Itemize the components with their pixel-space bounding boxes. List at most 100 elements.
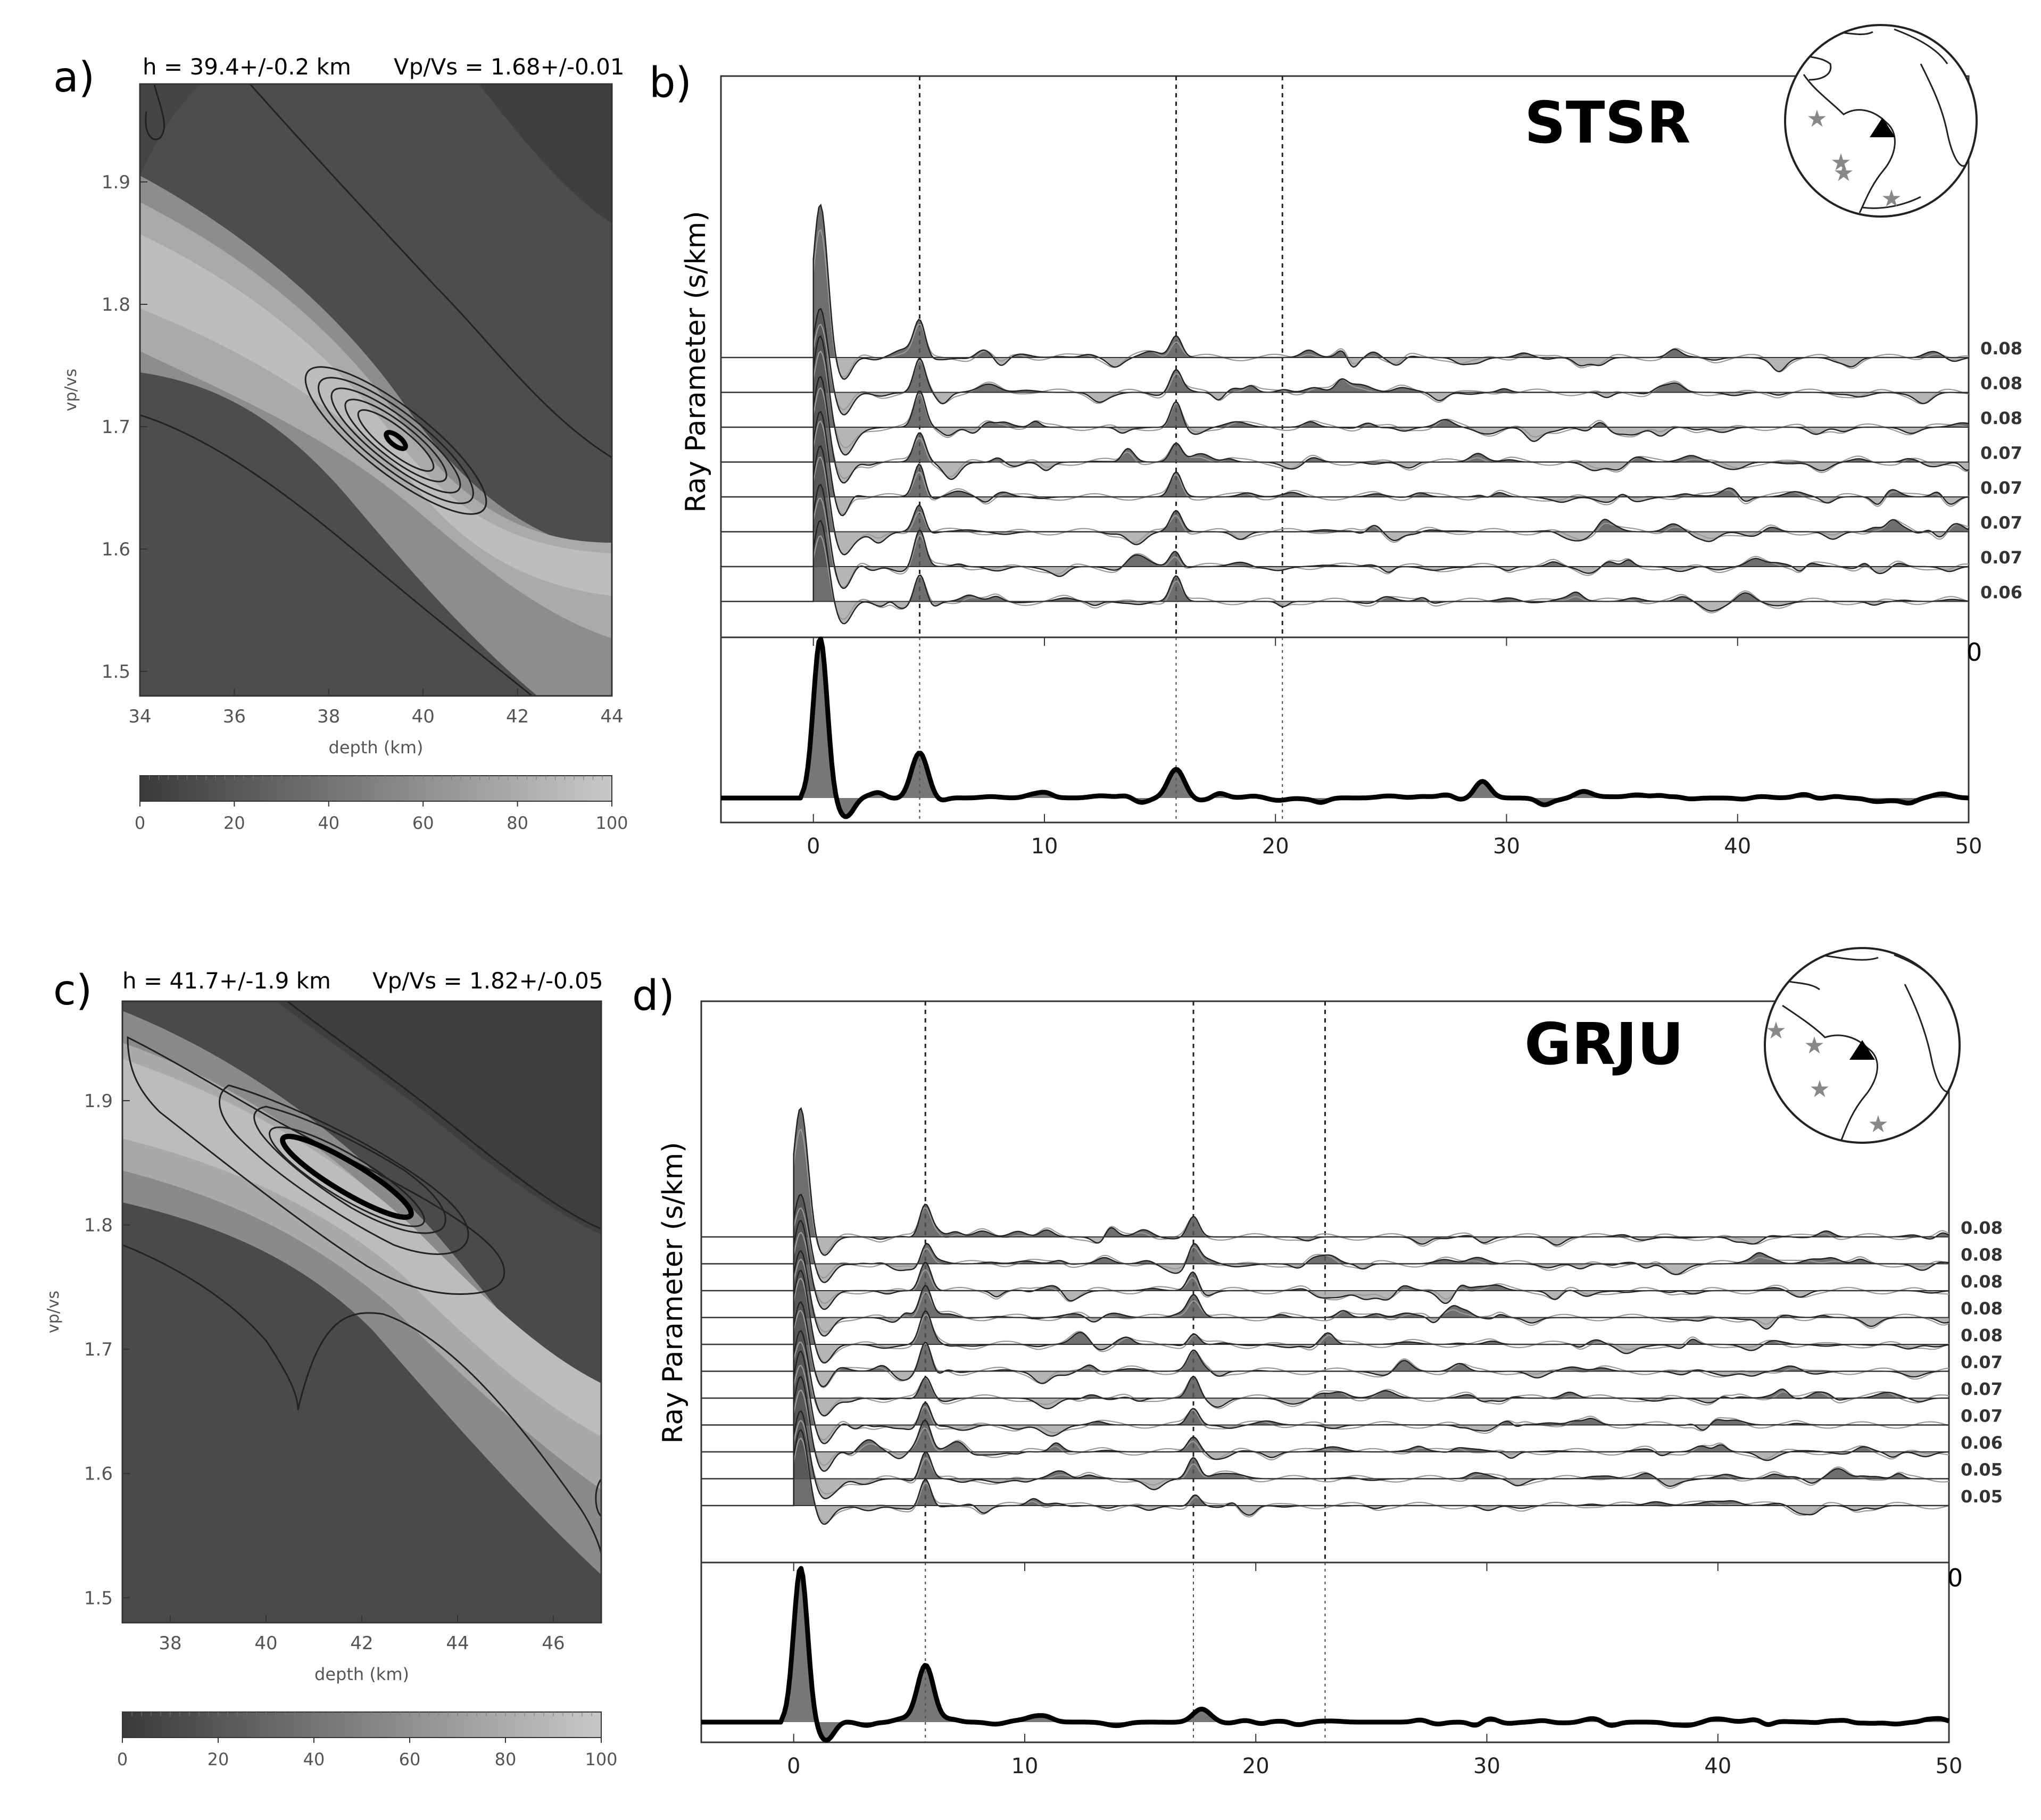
axes-c: 38 40 42 44 46 1.5 1.6 1.7 1.8 1.9 depth (km) vp/vs (44, 1091, 565, 1684)
y-tick-label: 1.5 (102, 661, 130, 683)
x-tick-label: 40 (1724, 834, 1751, 859)
secondary-trace (812, 497, 1969, 588)
event-star: ★ (1806, 105, 1827, 132)
negative-amplitude-fill (701, 1237, 1949, 1256)
axes-a: 34 36 38 40 42 44 1.5 1.6 1.7 1.8 1.9 depth (km) vp/… (62, 172, 624, 758)
stack-trace (720, 636, 1969, 819)
negative-amplitude-fill (721, 497, 1969, 516)
ray-parameter-label: 0.08 (1980, 373, 2022, 394)
panel-letter-b: b) (649, 59, 692, 107)
negative-amplitude-fill (721, 462, 1969, 483)
positive-amplitude-fill (721, 205, 1969, 358)
continent-outline (1782, 1004, 1878, 1142)
location-globe-b: ★ ★ ★ ★ (1784, 24, 1978, 218)
axes-d: 0 10 20 30 40 50 (787, 1563, 1962, 1779)
receiver-function-trace (721, 203, 1969, 380)
event-star: ★ (1809, 1076, 1830, 1103)
colorbar-tick-label: 60 (412, 813, 434, 833)
station-triangle (1870, 118, 1895, 137)
colorbar-tick-label: 80 (495, 1749, 517, 1769)
negative-amplitude-fill (701, 1291, 1949, 1309)
x-tick-label: 44 (446, 1633, 469, 1654)
secondary-trace (812, 323, 1969, 410)
ray-parameter-label: 0.06 (1961, 1433, 2003, 1453)
hk-contours-c (122, 1001, 601, 1554)
y-axis-title: vp/vs (44, 1291, 63, 1333)
top-axis-partial-tick: 0 (1967, 638, 1982, 667)
receiver-function-trace (701, 1193, 1949, 1283)
y-tick-label: 1.6 (102, 539, 130, 560)
negative-amplitude-fill (701, 1317, 1949, 1336)
secondary-trace (793, 1258, 1949, 1333)
ray-parameter-label: 0.07 (1980, 478, 2022, 498)
x-tick-label: 42 (506, 706, 529, 727)
continent-outline (1904, 984, 1954, 1093)
axes-frame-a (139, 83, 613, 697)
continent-outline (1920, 63, 1970, 167)
negative-amplitude-fill (721, 567, 1969, 588)
panel-a: a) h = 39.4+/-0.2 km Vp/Vs = 1.68+/-0.01 (53, 54, 628, 833)
vpvs-estimate-label: Vp/Vs = 1.82+/-0.05 (372, 968, 603, 994)
ray-parameter-label: 0.07 (1980, 443, 2022, 463)
y-tick-label: 1.5 (84, 1588, 113, 1609)
ray-parameter-label: 0.08 (1980, 338, 2022, 359)
y-tick-label: 1.6 (84, 1464, 113, 1485)
depth-estimate-label: h = 41.7+/-1.9 km (122, 968, 331, 994)
colorbar-a: 0 20 40 60 80 100 (135, 775, 628, 833)
hk-stack-image-c (122, 1001, 601, 1623)
colorbar-tick-label: 40 (303, 1749, 325, 1769)
axes-b: 0 10 20 30 40 50 (807, 637, 1982, 859)
secondary-trace (793, 1365, 1949, 1441)
stack-fill (721, 639, 1969, 817)
colorbar-tick-label: 40 (318, 813, 339, 833)
station-name: STSR (1524, 90, 1690, 156)
continent-outline (1862, 196, 1921, 209)
secondary-trace (812, 350, 1969, 448)
ray-parameter-label: 0.07 (1961, 1352, 2003, 1373)
ray-parameter-label: 0.07 (1980, 513, 2022, 533)
y-tick-label: 1.9 (102, 172, 130, 193)
depth-estimate-label: h = 39.4+/-0.2 km (143, 54, 351, 80)
x-tick-label: 50 (1955, 834, 1982, 859)
panel-letter-a: a) (53, 54, 95, 102)
ray-parameter-label: 0.08 (1961, 1245, 2003, 1265)
secondary-trace (793, 1207, 1949, 1278)
top-axis-partial-tick: 0 (1947, 1564, 1963, 1592)
hk-contours-a (140, 84, 612, 696)
x-tick-label: 42 (350, 1633, 373, 1654)
secondary-trace (793, 1310, 1949, 1389)
continent-outline (1803, 74, 1896, 213)
colorbar-tick-label: 100 (595, 813, 628, 833)
colorbar-tick-label: 0 (135, 813, 145, 833)
receiver-function-trace (721, 308, 1969, 415)
vpvs-estimate-label: Vp/Vs = 1.68+/-0.01 (394, 54, 625, 80)
x-tick-label: 36 (223, 706, 246, 727)
negative-amplitude-fill (701, 1264, 1949, 1283)
location-globe-d: ★ ★ ★ ★ (1764, 947, 1961, 1144)
stacked-receiver-function-d (701, 1563, 1950, 1743)
panel-letter-d: d) (632, 972, 675, 1020)
hk-stack-image-a (140, 84, 612, 696)
colorbar-tick-label: 20 (208, 1749, 229, 1769)
ray-parameter-label: 0.08 (1961, 1271, 2003, 1292)
event-star: ★ (1868, 1111, 1888, 1138)
x-tick-label: 0 (807, 834, 820, 859)
panel-letter-c: c) (53, 967, 92, 1015)
x-tick-label: 38 (159, 1633, 181, 1654)
secondary-trace (812, 535, 1969, 620)
ray-parameter-label: 0.05 (1961, 1460, 2003, 1480)
event-star: ★ (1765, 1017, 1786, 1044)
event-star: ★ (1830, 149, 1851, 176)
x-tick-label: 30 (1473, 1754, 1500, 1779)
ray-parameter-label: 0.06 (1980, 583, 2022, 603)
x-tick-label: 50 (1936, 1754, 1963, 1779)
panel-d: d) GRJU Ray Parameter (s/km) 0.080.080.0… (632, 972, 2003, 1779)
station-name: GRJU (1524, 1011, 1684, 1078)
ray-parameter-label: 0.08 (1961, 1325, 2003, 1345)
x-tick-label: 40 (412, 706, 435, 727)
ray-parameter-label: 0.05 (1961, 1486, 2003, 1507)
y-tick-label: 1.8 (84, 1215, 113, 1236)
x-axis-title: depth (km) (314, 1664, 409, 1684)
x-axis-title: depth (km) (329, 737, 424, 758)
